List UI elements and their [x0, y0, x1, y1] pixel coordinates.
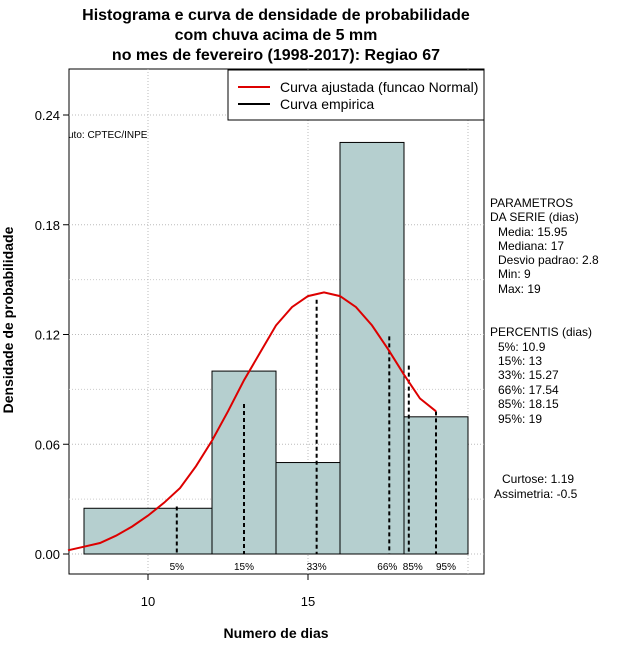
percentile-label-3: 66% [377, 562, 397, 573]
x-tick-label-0: 10 [141, 594, 155, 609]
y-tick-label-4: 0.24 [35, 108, 60, 123]
percentile-5: 5%: 10.9 [498, 340, 546, 354]
bar-layer [83, 141, 469, 555]
x-axis-title: Numero de dias [223, 625, 328, 641]
chart-title-line-1: Histograma e curva de densidade de proba… [82, 7, 470, 24]
percentile-66: 66%: 17.54 [498, 383, 559, 397]
param-min: Min: 9 [498, 267, 531, 281]
assimetria-value: Assimetria: -0.5 [494, 487, 578, 501]
plot-frame [68, 68, 485, 575]
percentile-layer: 5% 15% 33% 66% 85% 95% [170, 299, 456, 573]
parameters-panel: PARAMETROS DA SERIE (dias) Media: 15.95 … [490, 196, 599, 296]
percentile-label-5: 95% [436, 562, 456, 573]
percentile-label-4: 85% [403, 562, 423, 573]
histogram-bar-3 [339, 141, 405, 555]
percentile-15: 15%: 13 [498, 354, 542, 368]
source-note: uto: CPTEC/INPE [68, 130, 148, 141]
chart-title-line-3: no mes de fevereiro (1998-2017): Regiao … [112, 47, 440, 64]
legend-box [227, 69, 485, 121]
param-desvio: Desvio padrao: 2.8 [498, 253, 599, 267]
y-tick-label-2: 0.12 [35, 328, 60, 343]
percentile-33: 33%: 15.27 [498, 368, 559, 382]
y-tick-label-3: 0.18 [35, 218, 60, 233]
percentiles-heading: PERCENTIS (dias) [490, 325, 592, 339]
percentile-label-2: 33% [307, 562, 327, 573]
y-tick-label-1: 0.06 [35, 437, 60, 452]
param-media: Media: 15.95 [498, 225, 568, 239]
y-axis-title: Densidade de probabilidade [0, 226, 16, 413]
legend-fitted-label: Curva ajustada (funcao Normal) [280, 79, 478, 95]
percentiles-panel: PERCENTIS (dias) 5%: 10.9 15%: 13 33%: 1… [490, 325, 592, 426]
parameters-heading-1: PARAMETROS [490, 196, 573, 210]
percentile-label-0: 5% [170, 562, 185, 573]
chart-title-line-2: com chuva acima de 5 mm [175, 27, 378, 44]
fitted-normal-curve [67, 291, 437, 552]
parameters-heading-2: DA SERIE (dias) [490, 210, 579, 224]
tick-layer: 0.00 0.06 0.12 0.18 0.24 10 15 [35, 108, 316, 609]
x-tick-label-1: 15 [301, 594, 315, 609]
param-max: Max: 19 [498, 282, 541, 296]
histogram-bar-2 [275, 462, 341, 555]
percentile-label-1: 15% [234, 562, 254, 573]
legend: Curva ajustada (funcao Normal) Curva emp… [227, 69, 485, 121]
curtose-value: Curtose: 1.19 [502, 472, 574, 486]
legend-empirical-label: Curva empirica [280, 96, 374, 112]
param-mediana: Mediana: 17 [498, 239, 564, 253]
shape-panel: Curtose: 1.19 Assimetria: -0.5 [494, 472, 578, 501]
percentile-95: 95%: 19 [498, 412, 542, 426]
y-tick-label-0: 0.00 [35, 547, 60, 562]
percentile-85: 85%: 18.15 [498, 397, 559, 411]
curve-layer [67, 291, 437, 552]
